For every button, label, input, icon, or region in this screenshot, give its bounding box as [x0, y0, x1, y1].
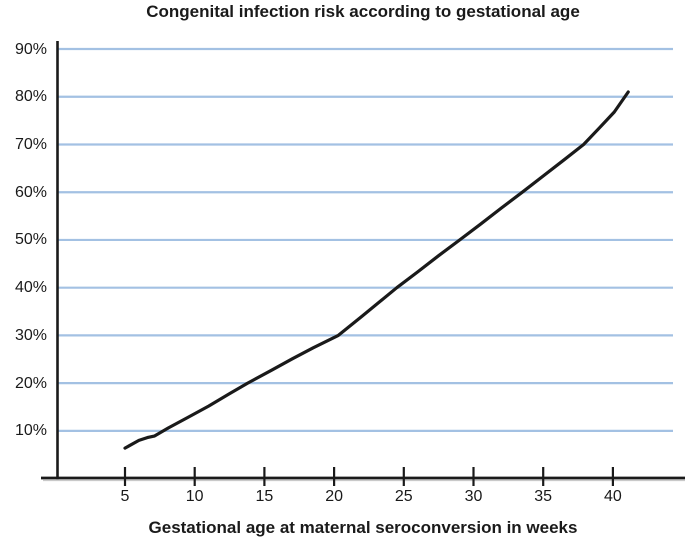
x-tick-label-30: 30 — [464, 488, 483, 505]
x-tick-label-10: 10 — [185, 488, 204, 505]
x-tick-label-5: 5 — [120, 488, 130, 505]
y-tick-label-70: 70% — [14, 135, 47, 153]
y-tick-label-30: 30% — [14, 326, 47, 344]
x-tick-label-20: 20 — [325, 488, 343, 505]
x-tick-label-35: 35 — [534, 488, 553, 505]
y-tick-label-20: 20% — [14, 374, 47, 392]
y-tick-label-50: 50% — [14, 231, 47, 249]
y-tick-label-90: 90% — [14, 40, 47, 58]
risk-curve — [123, 90, 630, 450]
chart-title: Congenital infection risk according to g… — [146, 2, 580, 21]
x-axis-title: Gestational age at maternal seroconversi… — [148, 518, 578, 537]
x-tick-label-15: 15 — [255, 488, 274, 505]
y-tick-label-80: 80% — [14, 88, 47, 106]
x-tick-label-25: 25 — [394, 488, 413, 505]
y-tick-label-10: 10% — [14, 422, 47, 440]
y-tick-label-60: 60% — [14, 183, 47, 201]
y-tick-label-40: 40% — [14, 279, 47, 297]
x-tick-label-40: 40 — [603, 488, 622, 505]
